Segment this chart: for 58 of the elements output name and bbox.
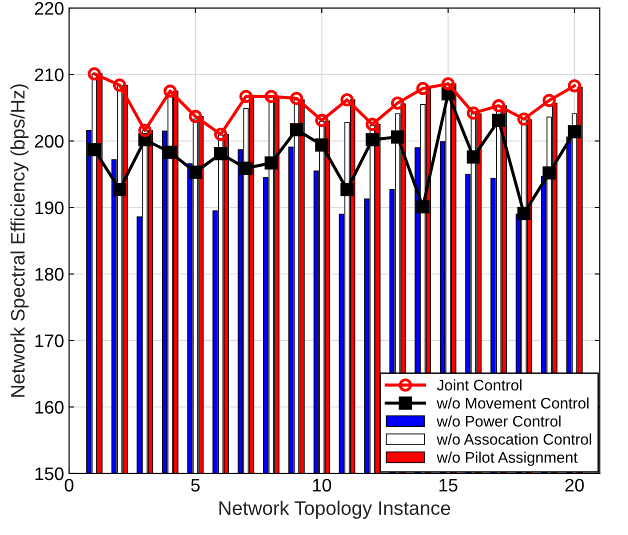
point (239, 162, 253, 175)
point (542, 166, 556, 180)
x-tick-label: 10 (313, 478, 332, 492)
point (517, 112, 531, 126)
x-tick-label: 15 (439, 479, 458, 492)
point (188, 110, 202, 124)
point (264, 156, 278, 170)
point (340, 93, 354, 106)
point (366, 118, 379, 131)
point (138, 124, 152, 137)
y-tick-label: 180 (35, 268, 64, 281)
point (88, 143, 101, 156)
point (340, 182, 354, 196)
y-tick-label: 210 (35, 68, 64, 82)
point (239, 90, 253, 104)
y-tick-label: 150 (35, 467, 64, 480)
y-tick-label: 160 (35, 400, 64, 414)
point (442, 77, 455, 90)
y-tick-label: 200 (35, 134, 64, 148)
x-tick-label: 20 (565, 478, 584, 492)
point (88, 67, 101, 80)
point (113, 78, 126, 92)
point (466, 106, 480, 120)
point (366, 133, 379, 146)
legend-label: w/o Assocation Control (436, 434, 592, 445)
legend-label: w/o Power Control (436, 415, 560, 427)
legend-label: w/o Pilot Assignment (436, 452, 578, 466)
point (492, 99, 506, 112)
x-tick-label: 5 (191, 479, 200, 492)
point (315, 114, 328, 127)
point (568, 79, 582, 92)
point (290, 123, 304, 136)
point (517, 206, 531, 220)
legend-label: Joint Control (436, 379, 522, 391)
point (416, 200, 430, 214)
point (390, 96, 404, 110)
y-tick-label: 190 (35, 201, 64, 214)
y-tick-label: 220 (35, 2, 64, 15)
point (542, 94, 556, 108)
point (214, 147, 228, 160)
point (113, 182, 126, 196)
legend-label: w/o Movement Control (436, 397, 589, 409)
point (264, 90, 278, 104)
point (315, 138, 328, 152)
point (492, 114, 506, 127)
point (390, 130, 404, 144)
point (164, 146, 177, 159)
point (188, 166, 202, 179)
y-axis-title: Network Spectral Efficiency (bps/Hz) (10, 84, 29, 397)
y-tick-label: 170 (35, 334, 64, 348)
point (164, 84, 177, 98)
x-axis-title: Network Topology Instance (219, 500, 450, 519)
point (214, 128, 228, 141)
point (568, 125, 582, 138)
point (466, 150, 480, 164)
point (416, 82, 430, 96)
x-tick-label: 0 (64, 478, 74, 492)
point (290, 92, 304, 106)
